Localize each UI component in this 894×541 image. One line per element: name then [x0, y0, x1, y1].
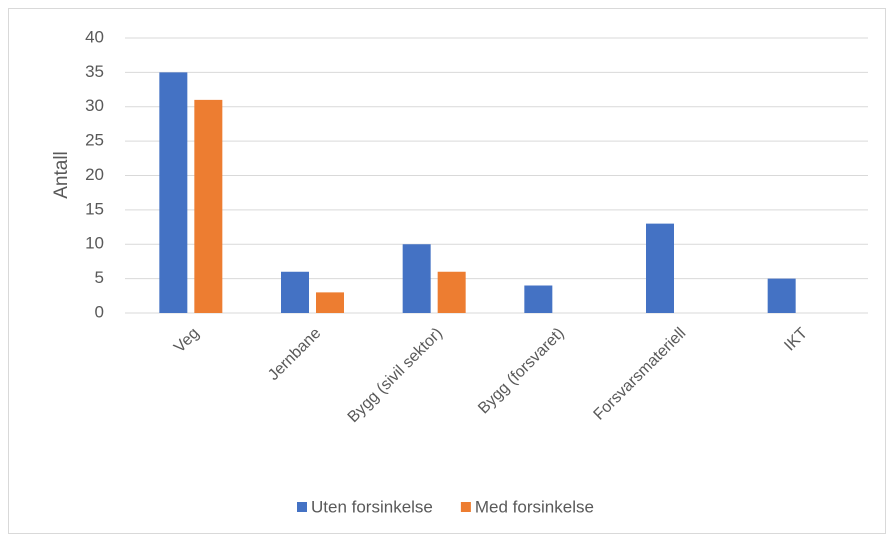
legend-swatch — [460, 502, 471, 512]
bar — [767, 278, 796, 313]
bar — [194, 99, 223, 313]
bar — [646, 223, 674, 313]
y-tick-label: 35 — [85, 62, 104, 81]
y-tick-label: 20 — [85, 165, 104, 184]
y-tick-label: 10 — [85, 234, 104, 253]
bar — [159, 72, 188, 313]
bar — [524, 285, 553, 313]
y-tick-label: 40 — [85, 27, 104, 46]
bar — [402, 244, 431, 313]
y-tick-label: 0 — [95, 302, 104, 321]
y-tick-label: 15 — [85, 199, 104, 218]
chart-border — [8, 8, 886, 534]
legend-label: Med forsinkelse — [475, 497, 594, 516]
bar — [316, 292, 344, 313]
y-tick-label: 5 — [95, 268, 104, 287]
bar — [437, 271, 466, 313]
bar — [281, 271, 309, 313]
y-tick-label: 25 — [85, 131, 104, 150]
y-tick-label: 30 — [85, 96, 104, 115]
legend-label: Uten forsinkelse — [311, 497, 433, 516]
y-axis-label: Antall — [51, 151, 72, 199]
legend-swatch — [297, 502, 307, 512]
